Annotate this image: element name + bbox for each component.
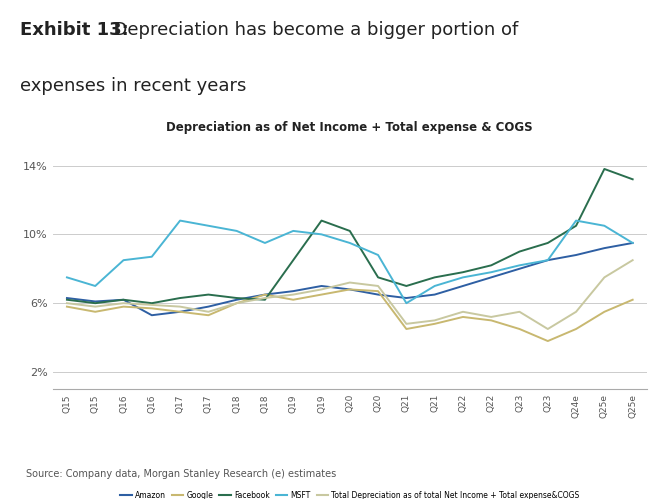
Text: Source: Company data, Morgan Stanley Research (e) estimates: Source: Company data, Morgan Stanley Res… bbox=[26, 469, 337, 479]
Legend: Amazon, Google, Facebook, MSFT, Total Depreciation as of total Net Income + Tota: Amazon, Google, Facebook, MSFT, Total De… bbox=[117, 488, 582, 499]
Title: Depreciation as of Net Income + Total expense & COGS: Depreciation as of Net Income + Total ex… bbox=[166, 121, 533, 134]
Text: Exhibit 13:: Exhibit 13: bbox=[20, 21, 129, 39]
Text: expenses in recent years: expenses in recent years bbox=[20, 77, 246, 95]
Text: Depreciation has become a bigger portion of: Depreciation has become a bigger portion… bbox=[102, 21, 519, 39]
